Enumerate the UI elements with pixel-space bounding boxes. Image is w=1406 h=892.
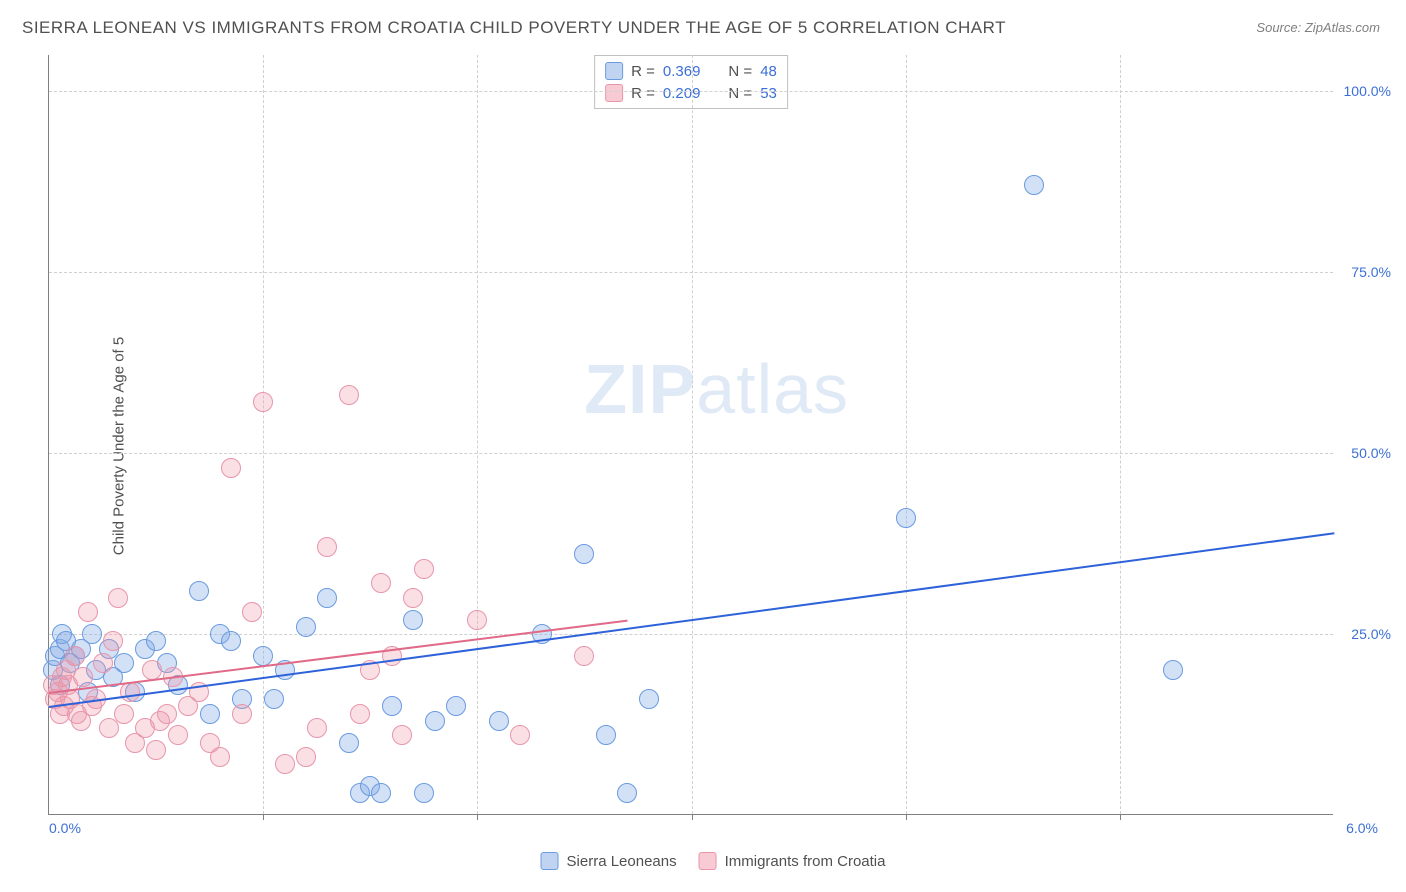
data-point: [73, 667, 93, 687]
data-point: [232, 704, 252, 724]
data-point: [210, 747, 230, 767]
legend-label-1: Sierra Leoneans: [567, 853, 677, 870]
data-point: [617, 783, 637, 803]
x-tick: [906, 814, 907, 820]
data-point: [896, 508, 916, 528]
data-point: [510, 725, 530, 745]
r-value-2: 0.209: [663, 85, 701, 102]
x-gridline: [477, 55, 478, 814]
y-tick-label: 25.0%: [1351, 626, 1391, 642]
data-point: [574, 646, 594, 666]
data-point: [114, 704, 134, 724]
x-min-label: 0.0%: [49, 820, 81, 836]
legend-swatch-blue-icon: [541, 852, 559, 870]
data-point: [296, 617, 316, 637]
data-point: [403, 588, 423, 608]
chart-area: ZIPatlas R = 0.369 N = 48 R = 0.209 N = …: [48, 55, 1378, 845]
watermark-rest: atlas: [696, 350, 849, 428]
x-tick: [477, 814, 478, 820]
data-point: [467, 610, 487, 630]
data-point: [275, 754, 295, 774]
x-tick: [263, 814, 264, 820]
x-gridline: [906, 55, 907, 814]
legend-swatch-pink-icon: [699, 852, 717, 870]
n-value-1: 48: [760, 63, 777, 80]
data-point: [264, 689, 284, 709]
data-point: [120, 682, 140, 702]
data-point: [221, 631, 241, 651]
data-point: [221, 458, 241, 478]
n-label-2: N =: [728, 85, 752, 102]
data-point: [78, 602, 98, 622]
data-point: [242, 602, 262, 622]
x-tick: [692, 814, 693, 820]
data-point: [489, 711, 509, 731]
data-point: [103, 631, 123, 651]
trend-line: [49, 620, 627, 694]
data-point: [1024, 175, 1044, 195]
x-gridline: [692, 55, 693, 814]
data-point: [253, 646, 273, 666]
data-point: [317, 537, 337, 557]
r-label-1: R =: [631, 63, 655, 80]
data-point: [596, 725, 616, 745]
source-attribution: Source: ZipAtlas.com: [1256, 20, 1380, 35]
series-legend: Sierra Leoneans Immigrants from Croatia: [541, 852, 886, 870]
x-tick: [1120, 814, 1121, 820]
data-point: [253, 392, 273, 412]
data-point: [200, 704, 220, 724]
data-point: [296, 747, 316, 767]
watermark-bold: ZIP: [584, 350, 696, 428]
data-point: [639, 689, 659, 709]
data-point: [114, 653, 134, 673]
legend-item-2: Immigrants from Croatia: [699, 852, 886, 870]
data-point: [350, 704, 370, 724]
data-point: [99, 718, 119, 738]
data-point: [446, 696, 466, 716]
y-tick-label: 50.0%: [1351, 445, 1391, 461]
data-point: [307, 718, 327, 738]
data-point: [414, 559, 434, 579]
y-tick-label: 75.0%: [1351, 264, 1391, 280]
data-point: [574, 544, 594, 564]
x-gridline: [1120, 55, 1121, 814]
y-tick-label: 100.0%: [1344, 83, 1391, 99]
r-value-1: 0.369: [663, 63, 701, 80]
watermark: ZIPatlas: [584, 349, 849, 429]
source-value: ZipAtlas.com: [1305, 20, 1380, 35]
data-point: [82, 624, 102, 644]
n-value-2: 53: [760, 85, 777, 102]
data-point: [157, 704, 177, 724]
data-point: [414, 783, 434, 803]
data-point: [317, 588, 337, 608]
swatch-blue-icon: [605, 62, 623, 80]
data-point: [371, 783, 391, 803]
data-point: [168, 725, 188, 745]
r-label-2: R =: [631, 85, 655, 102]
x-max-label: 6.0%: [1346, 820, 1378, 836]
data-point: [1163, 660, 1183, 680]
data-point: [93, 653, 113, 673]
data-point: [189, 581, 209, 601]
chart-title: SIERRA LEONEAN VS IMMIGRANTS FROM CROATI…: [22, 18, 1006, 38]
plot-region: ZIPatlas R = 0.369 N = 48 R = 0.209 N = …: [48, 55, 1333, 815]
source-label: Source:: [1256, 20, 1301, 35]
data-point: [339, 733, 359, 753]
n-label-1: N =: [728, 63, 752, 80]
data-point: [403, 610, 423, 630]
data-point: [371, 573, 391, 593]
swatch-pink-icon: [605, 84, 623, 102]
data-point: [339, 385, 359, 405]
legend-label-2: Immigrants from Croatia: [725, 853, 886, 870]
data-point: [392, 725, 412, 745]
legend-item-1: Sierra Leoneans: [541, 852, 677, 870]
data-point: [146, 740, 166, 760]
data-point: [382, 696, 402, 716]
data-point: [65, 646, 85, 666]
data-point: [146, 631, 166, 651]
data-point: [108, 588, 128, 608]
data-point: [425, 711, 445, 731]
